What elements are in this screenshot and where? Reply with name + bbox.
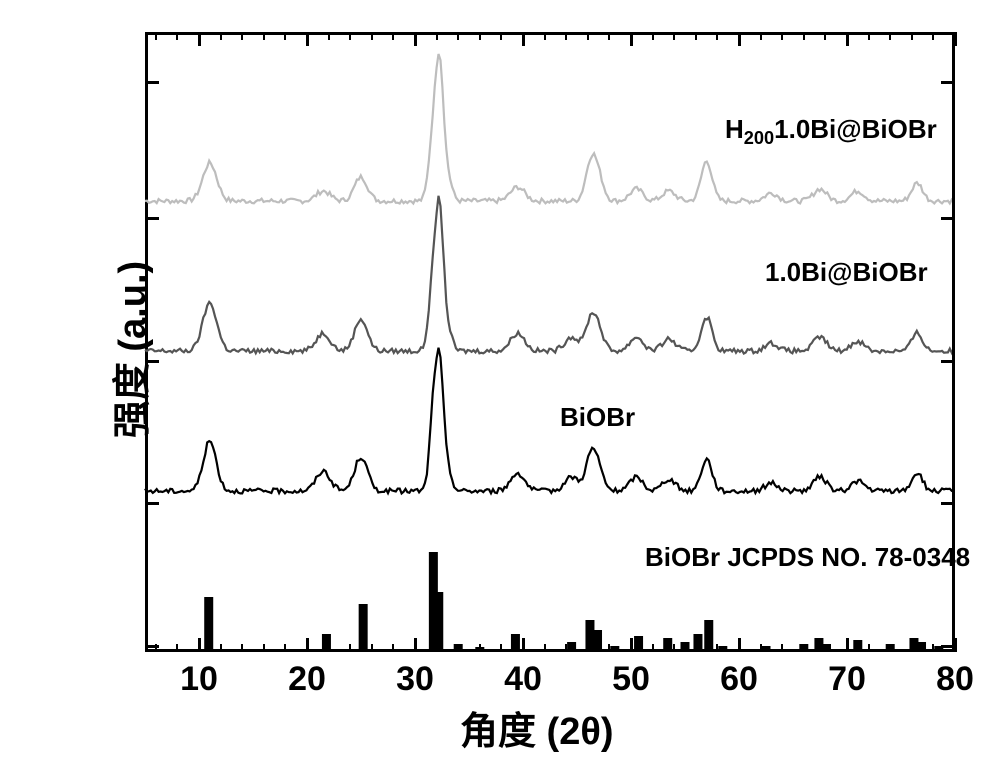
series-label: BiOBr [560, 402, 635, 433]
series-label: H2001.0Bi@BiOBr [725, 114, 937, 149]
reference-label: BiOBr JCPDS NO. 78-0348 [645, 542, 970, 573]
x-axis-label: 角度 (2θ) [460, 700, 614, 755]
series-label: 1.0Bi@BiOBr [765, 257, 928, 288]
xrd-chart: 强度 (a.u.) 角度 (2θ) 1020304050607080 H2001… [0, 0, 1000, 758]
y-axis-label: 强度 (a.u.) [101, 261, 156, 438]
